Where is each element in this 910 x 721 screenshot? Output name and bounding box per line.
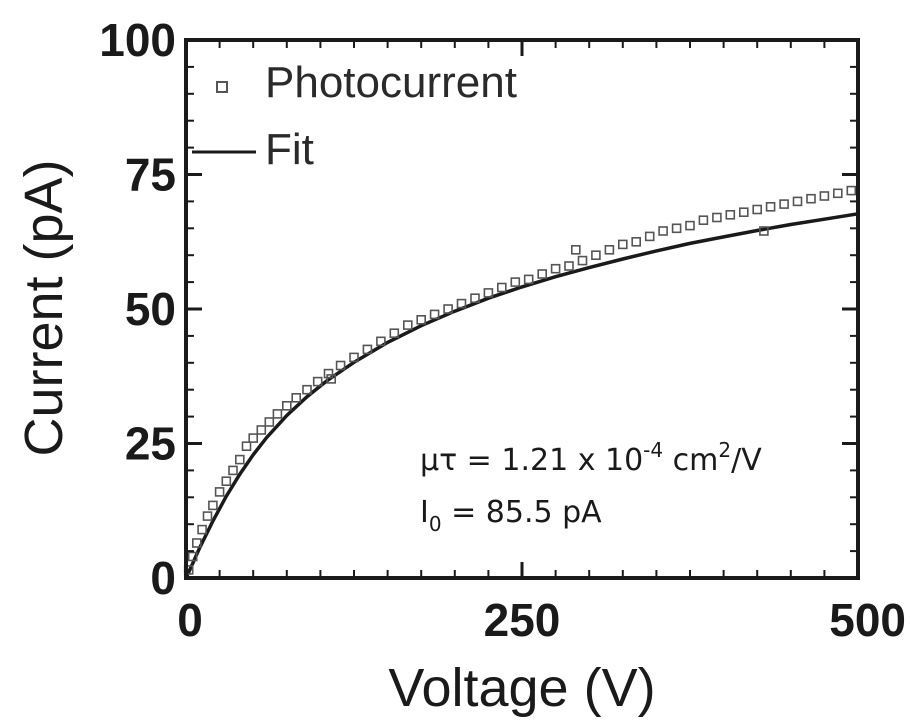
legend-label-fit: Fit [265, 125, 314, 174]
photocurrent-point-22 [349, 352, 359, 363]
marker-layer [183, 185, 857, 575]
annotation-mu-tau: μτ = 1.21 x 10-4 cm2/V [420, 438, 762, 478]
x-tick-label: 250 [484, 594, 561, 646]
photocurrent-point-14 [272, 409, 283, 419]
annotation-i0: I0 = 85.5 pA [420, 495, 602, 536]
y-tick-label: 25 [125, 418, 176, 470]
photocurrent-point-54 [759, 226, 769, 236]
photocurrent-point-2 [192, 538, 202, 548]
photocurrent-point-7 [221, 476, 232, 487]
tick-label-layer: 0 250 500 0 25 50 75 100 [99, 14, 906, 646]
photocurrent-point-61 [846, 185, 857, 196]
photocurrent-point-4 [202, 511, 213, 521]
photocurrent-point-56 [779, 199, 789, 209]
annotation-mu-tau-suffix: /V [731, 443, 762, 478]
photocurrent-point-60 [832, 188, 843, 199]
legend-label-photocurrent: Photocurrent [265, 58, 517, 107]
photocurrent-point-51 [725, 210, 736, 220]
photocurrent-point-32 [483, 288, 494, 298]
photocurrent-point-46 [658, 226, 668, 236]
fit-layer [184, 212, 859, 579]
y-tick-label: 75 [125, 149, 176, 201]
photocurrent-point-48 [685, 220, 695, 231]
photocurrent-point-23 [362, 344, 373, 355]
photocurrent-point-21 [335, 360, 346, 371]
annotation-mu-tau-exponent: -4 [643, 438, 663, 462]
photocurrent-point-31 [470, 293, 480, 304]
photocurrent-point-15 [281, 400, 292, 411]
annotation-i0-value: = 85.5 pA [442, 495, 603, 530]
legend: Photocurrent Fit [192, 58, 517, 174]
photocurrent-point-20 [326, 374, 337, 384]
photocurrent-point-11 [248, 433, 258, 443]
photocurrent-point-40 [577, 255, 588, 266]
annotation-mu-tau-prefix: μτ = 1.21 x 10 [420, 443, 643, 478]
photocurrent-point-49 [698, 215, 709, 225]
photocurrent-point-29 [443, 304, 453, 314]
photocurrent-point-50 [712, 212, 722, 223]
y-tick-label: 0 [150, 552, 176, 604]
photocurrent-point-35 [523, 274, 534, 285]
x-tick-label: 500 [829, 594, 906, 646]
photocurrent-point-25 [389, 328, 400, 339]
photocurrent-point-18 [312, 376, 323, 387]
photocurrent-point-47 [671, 223, 682, 234]
y-axis-label: Current (pA) [14, 159, 74, 456]
photocurrent-point-13 [264, 417, 275, 427]
photocurrent-point-39 [570, 245, 581, 255]
photocurrent-point-3 [197, 524, 207, 535]
axes-layer [184, 38, 860, 580]
photocurrent-point-1 [187, 551, 198, 562]
photocurrent-point-42 [604, 245, 615, 255]
photocurrent-point-37 [550, 263, 561, 274]
y-tick-label: 100 [99, 14, 176, 66]
photocurrent-point-36 [537, 269, 548, 279]
photocurrent-point-57 [792, 196, 803, 207]
photocurrent-point-28 [429, 309, 440, 320]
photocurrent-point-45 [644, 231, 655, 242]
x-tick-label: 0 [177, 594, 203, 646]
y-tick-label: 50 [125, 283, 176, 335]
photocurrent-point-24 [376, 336, 386, 347]
photocurrent-point-17 [302, 384, 312, 395]
photocurrent-point-12 [256, 425, 267, 435]
photocurrent-point-8 [228, 465, 238, 476]
photocurrent-point-38 [564, 261, 574, 271]
photocurrent-point-58 [806, 193, 816, 204]
photocurrent-point-52 [738, 207, 749, 217]
annotation-i0-symbol: I [420, 495, 429, 530]
photocurrent-point-30 [456, 298, 467, 309]
photocurrent-point-26 [402, 320, 413, 330]
photocurrent-point-44 [631, 237, 642, 247]
annotation-mu-tau-unit: cm [663, 443, 718, 478]
annotation-mu-tau-unit-exponent: 2 [718, 438, 731, 462]
photocurrent-point-43 [617, 239, 628, 250]
photocurrent-point-19 [323, 368, 334, 379]
photocurrent-point-53 [752, 204, 763, 215]
legend-marker-photocurrent [216, 81, 228, 93]
annotation-i0-subscript: 0 [429, 512, 442, 536]
photocurrent-point-34 [510, 277, 521, 287]
photocurrent-point-16 [291, 392, 302, 403]
photocurrent-point-27 [416, 314, 427, 325]
photocurrent-point-59 [819, 191, 830, 201]
fit-line [184, 212, 859, 579]
photocurrent-point-41 [591, 250, 601, 260]
photocurrent-point-9 [235, 454, 245, 465]
photocurrent-point-55 [765, 202, 776, 212]
photocurrent-point-33 [496, 282, 507, 293]
x-axis-label: Voltage (V) [388, 658, 655, 718]
photocurrent-point-6 [214, 487, 225, 497]
photocurrent-point-10 [241, 441, 252, 452]
photocurrent-point-5 [208, 500, 218, 511]
